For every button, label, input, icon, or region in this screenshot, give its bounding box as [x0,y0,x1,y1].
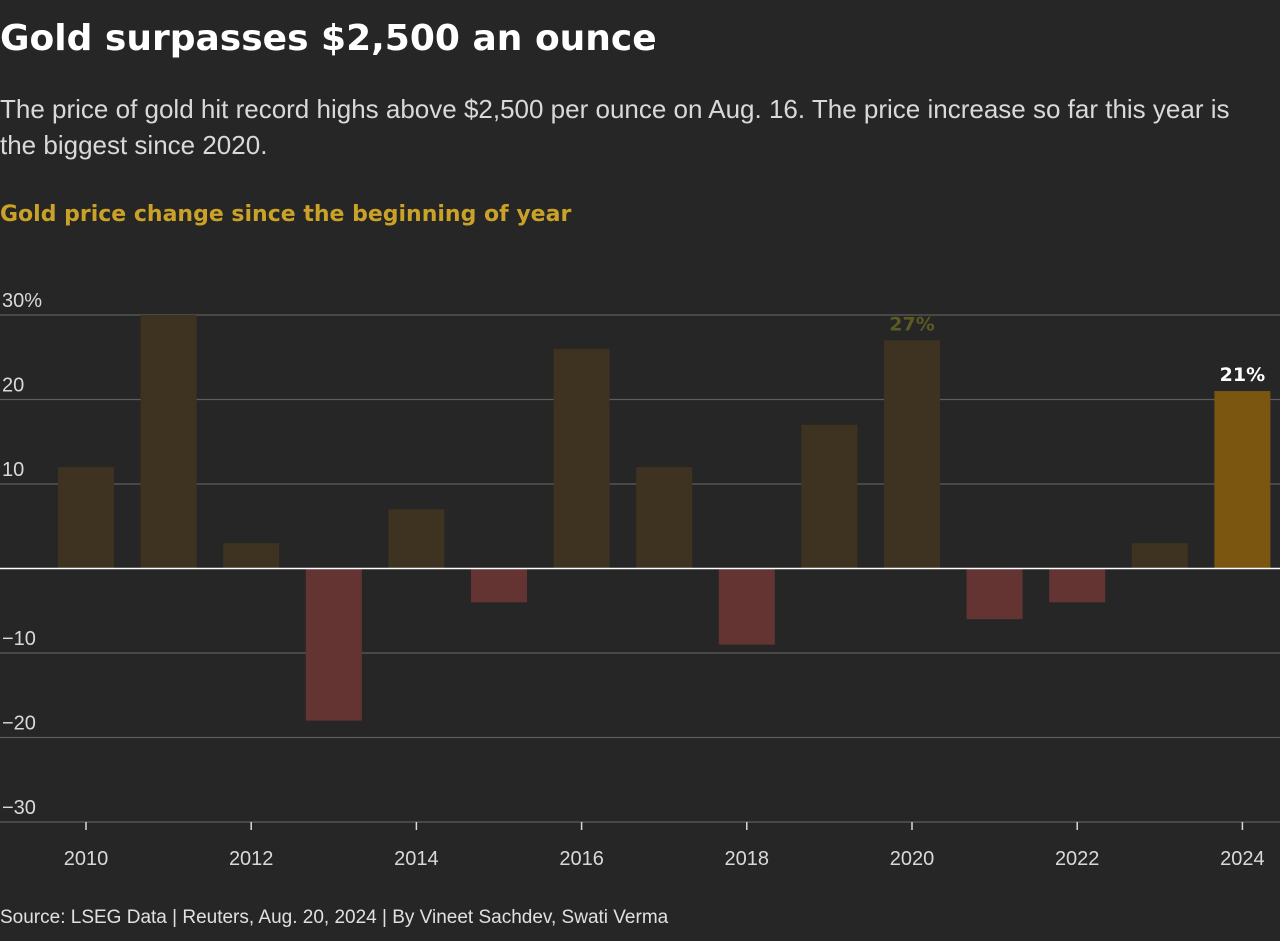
bar-2017 [636,467,693,569]
x-tick-label: 2012 [229,848,274,870]
bar-2016 [553,348,610,569]
x-tick-label: 2014 [394,848,439,870]
x-tick-label: 2016 [559,848,604,870]
bar-chart: 30%2010−10−20−30 2010 2012 2014 2016 2018 202… [0,290,1280,870]
source-note: Source: LSEG Data | Reuters, Aug. 20, 20… [0,907,669,928]
bar-2011 [140,315,197,569]
x-tick-label: 2020 [890,848,935,870]
gridlines [0,314,1280,823]
x-tick-label: 2010 [64,848,109,870]
annotation-2020: 27% [889,313,934,335]
y-tick-label: −20 [2,713,36,735]
bar-2019 [801,424,858,569]
bar-2024 [1214,391,1271,569]
y-tick-label: 30% [2,290,42,312]
bar-2023 [1131,543,1188,569]
bar-2012 [223,543,280,569]
y-tick-label: 20 [2,375,24,397]
x-axis: 2010 2012 2014 2016 2018 2020 2022 2024 [64,822,1265,870]
bar-2018 [718,568,775,645]
bar-2013 [305,568,362,721]
bar-2015 [471,568,527,603]
bars [58,315,1271,721]
x-tick-label: 2024 [1220,848,1265,870]
y-tick-label: 10 [2,459,24,481]
y-tick-label: −30 [2,797,36,819]
bar-2020 [884,340,940,569]
x-tick-label: 2018 [725,848,770,870]
chart-title: Gold price change since the beginning of… [0,202,572,227]
bar-2010 [58,467,114,569]
annotation-2024: 21% [1220,364,1265,386]
y-tick-label: −10 [2,628,36,650]
bar-2014 [388,509,445,569]
page-subtitle: The price of gold hit record highs above… [0,94,1230,160]
x-tick-label: 2022 [1055,848,1100,870]
annotations: 27% 21% [889,313,1265,386]
page-title: Gold surpasses $2,500 an ounce [0,18,657,59]
bar-2021 [966,568,1023,620]
bar-2022 [1049,568,1106,603]
y-axis-labels: 30% 20 10 −10 −20 −30 [2,290,42,819]
